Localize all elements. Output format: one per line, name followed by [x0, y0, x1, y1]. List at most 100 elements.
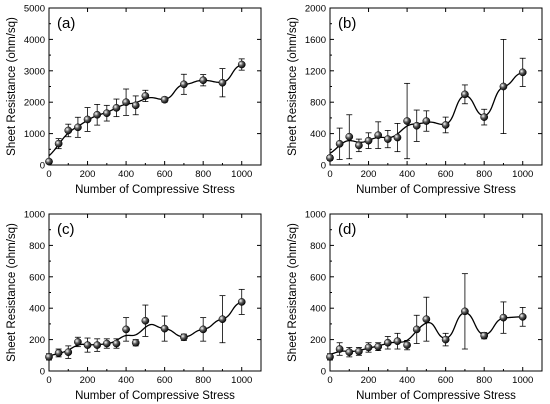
- plot-frame: [329, 7, 543, 166]
- x-tick-label: 1000: [512, 375, 533, 386]
- data-point: [45, 353, 53, 361]
- fit-curve: [48, 64, 242, 157]
- data-point: [335, 139, 344, 148]
- y-tick-label: 0: [321, 367, 326, 378]
- y-tick-label: 2000: [305, 4, 326, 15]
- data-point: [364, 343, 373, 352]
- data-point: [237, 60, 246, 69]
- x-tick-label: 200: [80, 169, 96, 180]
- data-point: [237, 298, 246, 306]
- x-tick-label: 400: [399, 169, 415, 180]
- data-point: [83, 115, 92, 124]
- data-point: [383, 135, 392, 143]
- y-tick-label: 800: [29, 241, 45, 252]
- data-point: [326, 154, 334, 162]
- data-point: [218, 315, 227, 324]
- x-tick-label: 1000: [231, 375, 252, 386]
- data-point: [461, 90, 469, 99]
- y-tick-label: 4000: [24, 35, 45, 46]
- data-point: [160, 95, 169, 104]
- plot-frame: [48, 7, 262, 166]
- data-point: [403, 117, 411, 125]
- data-point: [412, 325, 421, 334]
- data-point: [364, 136, 373, 145]
- x-tick-label: 800: [476, 169, 492, 180]
- data-point: [93, 341, 102, 349]
- x-tick-label: 0: [46, 375, 51, 386]
- y-tick-label: 800: [310, 241, 326, 252]
- data-point: [412, 121, 421, 130]
- data-point: [64, 348, 73, 357]
- x-tick-label: 0: [327, 169, 332, 180]
- panel-label: (b): [338, 15, 356, 32]
- data-point: [374, 342, 383, 351]
- data-point: [345, 348, 354, 357]
- panel-label: (d): [338, 221, 356, 238]
- x-tick-label: 200: [80, 375, 96, 386]
- y-tick-label: 0: [40, 161, 45, 172]
- data-point: [131, 101, 140, 110]
- y-tick-label: 3000: [24, 66, 45, 77]
- chart-panel-2: 0 200 400 600 800 1000 0 400 800 1200 1600 2000 Numb…: [287, 4, 543, 196]
- x-tick-label: 400: [399, 375, 415, 386]
- x-tick-label: 400: [118, 375, 134, 386]
- x-tick-label: 400: [118, 169, 134, 180]
- data-point: [499, 313, 508, 322]
- data-point: [518, 68, 527, 77]
- x-tick-label: 1000: [512, 169, 533, 180]
- data-point: [122, 325, 130, 334]
- data-point: [345, 132, 354, 141]
- data-point: [422, 315, 431, 324]
- y-tick-label: 1000: [24, 210, 45, 221]
- data-point: [199, 325, 208, 334]
- data-point: [461, 307, 469, 316]
- y-tick-label: 800: [310, 98, 326, 109]
- data-point: [93, 110, 102, 119]
- panel-label: (c): [57, 221, 75, 238]
- y-tick-label: 400: [310, 129, 326, 140]
- data-point: [422, 117, 431, 125]
- data-point: [180, 80, 188, 89]
- data-point: [54, 349, 63, 357]
- y-axis-title: Sheet Resistance (ohm/sq): [6, 17, 18, 156]
- y-tick-label: 0: [40, 367, 45, 378]
- data-point: [441, 335, 450, 344]
- data-point: [393, 337, 402, 346]
- data-point: [335, 345, 344, 353]
- chart-panel-4: 0 200 400 600 800 1000 0 200 400 600 800 1000 Number…: [287, 210, 543, 402]
- y-tick-label: 0: [321, 161, 326, 172]
- x-tick-label: 800: [195, 375, 211, 386]
- x-tick-label: 0: [327, 375, 332, 386]
- y-tick-label: 1200: [305, 66, 326, 77]
- data-point: [355, 141, 363, 150]
- data-point: [383, 338, 392, 347]
- data-point: [218, 78, 227, 87]
- data-point: [403, 341, 411, 349]
- data-point: [112, 339, 121, 348]
- data-point: [441, 121, 450, 129]
- chart-panel-1: 0 200 400 600 800 1000 0 1000 2000 3000 4000 5000 Nu…: [6, 4, 262, 196]
- y-tick-label: 200: [29, 335, 45, 346]
- data-point: [141, 92, 150, 100]
- data-point: [83, 341, 92, 349]
- y-tick-label: 1000: [24, 129, 45, 140]
- data-point: [131, 338, 140, 347]
- data-point: [45, 157, 53, 166]
- data-point: [180, 333, 188, 342]
- y-tick-label: 600: [310, 272, 326, 283]
- data-point: [122, 98, 130, 107]
- data-point: [518, 312, 527, 321]
- data-point: [54, 139, 63, 148]
- y-tick-label: 1000: [305, 210, 326, 221]
- y-axis-title: Sheet Resistance (ohm/sq): [287, 17, 299, 156]
- x-tick-label: 200: [361, 169, 377, 180]
- y-tick-label: 5000: [24, 4, 45, 15]
- y-tick-label: 2000: [24, 98, 45, 109]
- plot-frame: [48, 213, 262, 372]
- data-point: [499, 82, 508, 91]
- x-tick-label: 600: [157, 169, 173, 180]
- data-point: [160, 324, 169, 333]
- y-tick-label: 400: [29, 304, 45, 315]
- x-tick-label: 200: [361, 375, 377, 386]
- x-axis-title: Number of Compressive Stress: [75, 390, 235, 402]
